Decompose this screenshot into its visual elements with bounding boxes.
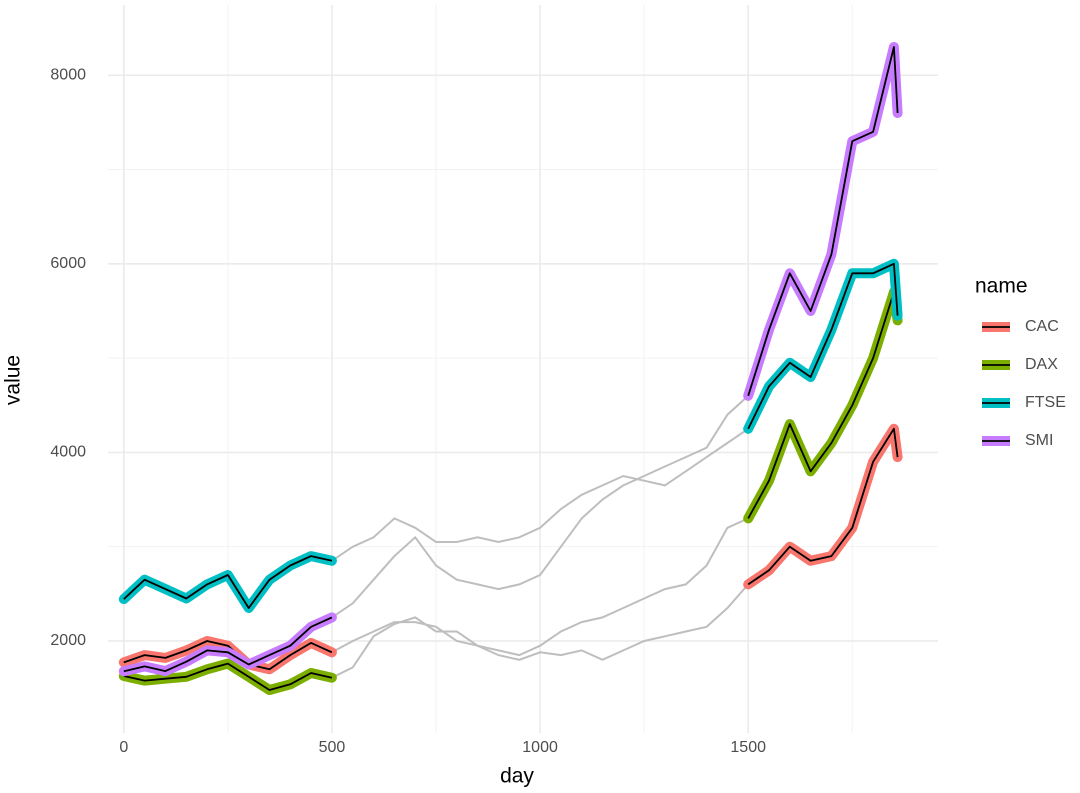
y-tick-label: 2000 bbox=[50, 632, 86, 649]
series-line bbox=[123, 616, 333, 673]
context-line bbox=[123, 291, 899, 692]
series-line bbox=[747, 46, 899, 397]
legend-label: DAX bbox=[1025, 356, 1058, 373]
y-axis-title: value bbox=[2, 355, 25, 405]
legend: CAC DAX FTSE SMI bbox=[982, 318, 1066, 449]
y-tick-label: 6000 bbox=[50, 255, 86, 272]
x-axis-title: day bbox=[500, 765, 534, 788]
highlight-lines bbox=[118, 42, 903, 695]
series-line bbox=[123, 555, 333, 609]
context-line bbox=[123, 46, 899, 673]
series-line bbox=[123, 662, 333, 691]
y-tick-label: 8000 bbox=[50, 66, 86, 83]
y-tick-label: 4000 bbox=[50, 444, 86, 461]
series-line bbox=[747, 291, 899, 519]
legend-label: SMI bbox=[1025, 432, 1053, 449]
legend-label: CAC bbox=[1025, 318, 1059, 335]
legend-label: FTSE bbox=[1025, 394, 1066, 411]
x-tick-label: 0 bbox=[119, 739, 128, 756]
x-tick-label: 500 bbox=[319, 739, 346, 756]
legend-title: name bbox=[975, 275, 1028, 298]
x-tick-label: 1000 bbox=[522, 739, 558, 756]
series-line bbox=[123, 640, 333, 671]
series-line bbox=[747, 262, 899, 430]
series-line bbox=[747, 427, 899, 586]
x-tick-label: 1500 bbox=[730, 739, 766, 756]
